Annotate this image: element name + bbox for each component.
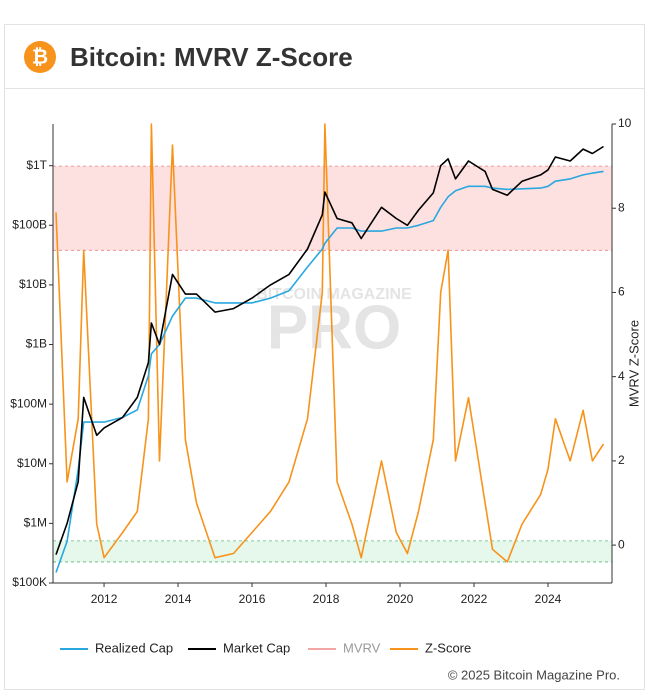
legend-label: Z-Score [425,640,471,655]
y-tick-label: $100B [12,217,47,231]
x-tick-label: 2022 [461,592,488,606]
y2-tick-label: 8 [618,200,625,214]
y2-axis-label: MVRV Z-Score [626,320,641,407]
plot: $100K $1M $10M $100M $1B $10B $100B $1T 0 2 4 6 8 10 2… [10,116,641,606]
x-tick-label: 2018 [313,592,340,606]
y-tick-label: $100K [12,575,47,589]
watermark: BITCOIN MAGAZINE [256,286,412,303]
page-title: Bitcoin: MVRV Z-Score [70,42,353,72]
x-tick-label: 2024 [535,592,562,606]
legend-label: Realized Cap [95,640,173,655]
y-tick-label: $100M [10,396,47,410]
y2-tick-label: 10 [618,116,632,130]
x-tick-label: 2012 [91,592,118,606]
y2-tick-label: 4 [618,369,625,383]
footer-copyright: © 2025 Bitcoin Magazine Pro. [448,667,620,682]
y-tick-label: $1B [26,337,47,351]
x-tick-label: 2020 [387,592,414,606]
y2-tick-label: 2 [618,453,625,467]
y2-tick-label: 0 [618,537,625,551]
y-tick-label: $10M [17,456,47,470]
legend-label: MVRV [343,640,381,655]
y-tick-label: $10B [19,277,47,291]
bitcoin-icon-symbol: ₿ [32,46,48,68]
series-line [55,170,604,573]
y2-tick-label: 6 [618,285,625,299]
legend-label: Market Cap [223,640,290,655]
x-tick-label: 2016 [239,592,266,606]
watermark: PRO [267,293,401,362]
bitcoin-icon [24,41,56,73]
y-tick-label: $1T [26,158,47,172]
y-tick-label: $1M [24,516,47,530]
series-line [55,123,605,563]
series-line [55,145,604,555]
x-tick-label: 2014 [165,592,192,606]
zone-band [53,540,612,562]
